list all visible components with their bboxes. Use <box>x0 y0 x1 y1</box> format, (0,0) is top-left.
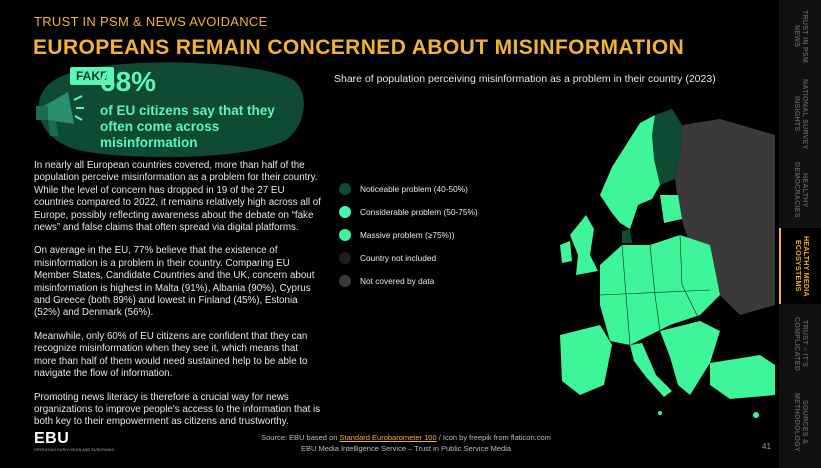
source-note: Source: EBU based on Standard Eurobarome… <box>256 433 556 442</box>
nav-label: TRUST – IT'S COMPLICATED <box>793 316 808 372</box>
map-region-central-europe <box>600 235 720 345</box>
map-title: Share of population perceiving misinform… <box>334 73 716 85</box>
megaphone-icon <box>36 92 84 136</box>
stat-callout <box>28 60 306 158</box>
nav-tab-national-survey[interactable]: NATIONAL SURVEY INSIGHTS <box>779 76 821 152</box>
legend-item: Not covered by data <box>339 269 478 292</box>
nav-label: HEALTHY DEMOCRACIES <box>793 162 808 218</box>
legend-swatch <box>339 205 351 218</box>
nav-tab-healthy-media[interactable]: HEALTHY MEDIA ECOSYSTEMS <box>779 228 821 304</box>
nav-label: HEALTHY MEDIA ECOSYSTEMS <box>794 235 809 297</box>
map-region-balkans <box>660 321 720 395</box>
nav-tab-trust-psm-news[interactable]: TRUST IN PSM NEWS <box>779 0 821 72</box>
nav-tab-trust-complicated[interactable]: TRUST – IT'S COMPLICATED <box>779 306 821 382</box>
fake-tag: FAKE <box>70 67 114 85</box>
page-number: 41 <box>762 442 771 451</box>
map-region-turkey <box>710 355 775 399</box>
legend-label: Noticeable problem (40-50%) <box>360 183 468 194</box>
legend-label: Considerable problem (50-75%) <box>360 206 478 217</box>
legend-label: Massive problem (≥75%)) <box>360 229 455 240</box>
legend-swatch <box>339 251 351 264</box>
legend-label: Not covered by data <box>360 275 435 286</box>
legend-item: Massive problem (≥75%)) <box>339 223 478 246</box>
legend-swatch <box>339 182 351 195</box>
ebu-logo: EBU OPERATING EUROVISION AND EURORADIO <box>34 430 114 452</box>
side-nav: TRUST IN PSM NEWS NATIONAL SURVEY INSIGH… <box>779 0 821 468</box>
logo-tagline: OPERATING EUROVISION AND EURORADIO <box>34 448 115 452</box>
legend-swatch <box>339 228 351 241</box>
callout-blob <box>38 62 304 157</box>
legend-item: Considerable problem (50-75%) <box>339 200 478 223</box>
stat-description: of EU citizens say that they often come … <box>100 103 275 150</box>
map-region-baltics <box>660 195 682 223</box>
paragraph: On average in the EU, 77% believe that t… <box>34 245 315 319</box>
nav-label: SOURCES & METHODOLOGY <box>793 392 808 452</box>
body-text: In nearly all European countries covered… <box>34 160 322 440</box>
source-suffix: / Icon by freepik from flaticon.com <box>436 433 551 442</box>
nav-label: NATIONAL SURVEY INSIGHTS <box>793 78 808 150</box>
map-region-italy <box>630 343 672 397</box>
europe-map <box>560 109 775 418</box>
map-region-scandinavia <box>600 115 660 229</box>
map-region-denmark <box>622 229 632 243</box>
source-link[interactable]: Standard Eurobarometer 100 <box>339 433 437 442</box>
page-title: EUROPEANS REMAIN CONCERNED ABOUT MISINFO… <box>33 36 685 59</box>
map-region-finland <box>652 109 682 185</box>
stat-value: 68% <box>100 66 157 97</box>
map-legend: Noticeable problem (40-50%) Considerable… <box>339 177 478 292</box>
legend-label: Country not included <box>360 252 437 263</box>
source-prefix: Source: EBU based on <box>261 433 340 442</box>
map-region-malta <box>658 411 662 415</box>
kicker: TRUST IN PSM & NEWS AVOIDANCE <box>34 14 268 29</box>
nav-label: TRUST IN PSM NEWS <box>793 9 808 63</box>
logo-name: EBU <box>34 430 70 447</box>
paragraph: In nearly all European countries covered… <box>34 160 321 234</box>
nav-tab-healthy-democracies[interactable]: HEALTHY DEMOCRACIES <box>779 154 821 226</box>
map-region-uk <box>570 215 598 275</box>
paragraph: Meanwhile, only 60% of EU citizens are c… <box>34 330 308 380</box>
legend-item: Noticeable problem (40-50%) <box>339 177 478 200</box>
map-region-ireland <box>560 241 572 263</box>
nav-tab-sources[interactable]: SOURCES & METHODOLOGY <box>779 384 821 460</box>
map-region-iberia <box>560 325 612 395</box>
legend-item: Country not included <box>339 246 478 269</box>
legend-swatch <box>339 274 351 287</box>
paragraph: Promoting news literacy is therefore a c… <box>34 391 321 428</box>
footer-text: EBU Media Intelligence Service – Trust i… <box>300 444 512 453</box>
map-region-cyprus <box>753 412 759 418</box>
